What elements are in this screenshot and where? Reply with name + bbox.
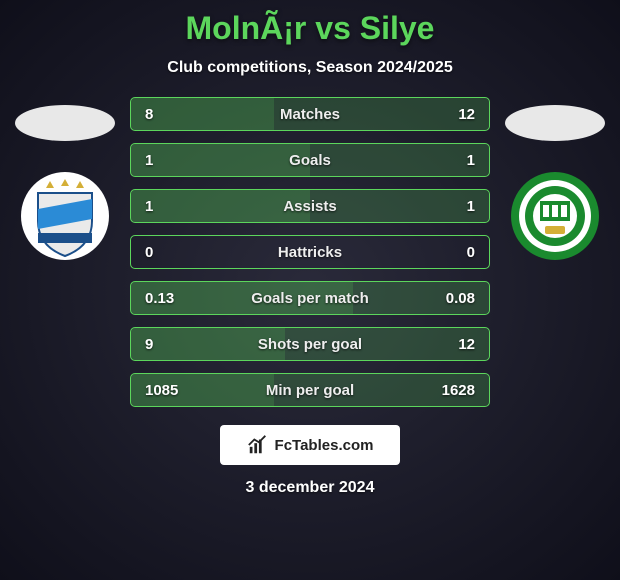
comparison-panel: 8 Matches 12 1 Goals 1 1 Assists 1 0 Hattricks 0 0.1…: [0, 97, 620, 407]
right-player-column: [500, 97, 610, 261]
stat-label: Hattricks: [278, 244, 342, 261]
subtitle: Club competitions, Season 2024/2025: [0, 59, 620, 77]
stats-list: 8 Matches 12 1 Goals 1 1 Assists 1 0 Hattricks 0 0.1…: [130, 97, 490, 407]
right-club-badge: [510, 171, 600, 261]
shield-badge-icon: [20, 171, 110, 261]
stat-value-right: 1628: [442, 382, 475, 399]
stat-fill-left: [131, 144, 310, 176]
stat-value-right: 12: [458, 106, 475, 123]
stat-row: 1085 Min per goal 1628: [130, 373, 490, 407]
stat-row: 8 Matches 12: [130, 97, 490, 131]
stat-value-right: 1: [467, 152, 475, 169]
stat-row: 1 Goals 1: [130, 143, 490, 177]
watermark: FcTables.com: [220, 425, 400, 465]
stat-value-right: 0: [467, 244, 475, 261]
stat-value-left: 9: [145, 336, 153, 353]
stat-label: Assists: [283, 198, 336, 215]
stat-value-right: 1: [467, 198, 475, 215]
stat-value-left: 0.13: [145, 290, 174, 307]
stat-row: 0 Hattricks 0: [130, 235, 490, 269]
stat-value-left: 1085: [145, 382, 178, 399]
stat-fill-right: [310, 144, 489, 176]
stat-label: Goals: [289, 152, 331, 169]
stat-row: 9 Shots per goal 12: [130, 327, 490, 361]
stat-row: 0.13 Goals per match 0.08: [130, 281, 490, 315]
stat-value-left: 8: [145, 106, 153, 123]
chart-icon: [247, 434, 269, 456]
stat-value-left: 0: [145, 244, 153, 261]
stat-label: Matches: [280, 106, 340, 123]
left-player-column: [10, 97, 120, 261]
page-title: MolnÃ¡r vs Silye: [0, 0, 620, 47]
right-player-placeholder: [505, 105, 605, 141]
watermark-text: FcTables.com: [275, 437, 374, 454]
stat-fill-right: [310, 190, 489, 222]
stat-value-right: 12: [458, 336, 475, 353]
stat-label: Shots per goal: [258, 336, 362, 353]
stat-value-left: 1: [145, 198, 153, 215]
stat-row: 1 Assists 1: [130, 189, 490, 223]
stat-value-right: 0.08: [446, 290, 475, 307]
date-label: 3 december 2024: [0, 479, 620, 497]
left-club-badge: [20, 171, 110, 261]
left-player-placeholder: [15, 105, 115, 141]
round-badge-icon: [510, 171, 600, 261]
stat-label: Goals per match: [251, 290, 369, 307]
stat-label: Min per goal: [266, 382, 354, 399]
stat-value-left: 1: [145, 152, 153, 169]
